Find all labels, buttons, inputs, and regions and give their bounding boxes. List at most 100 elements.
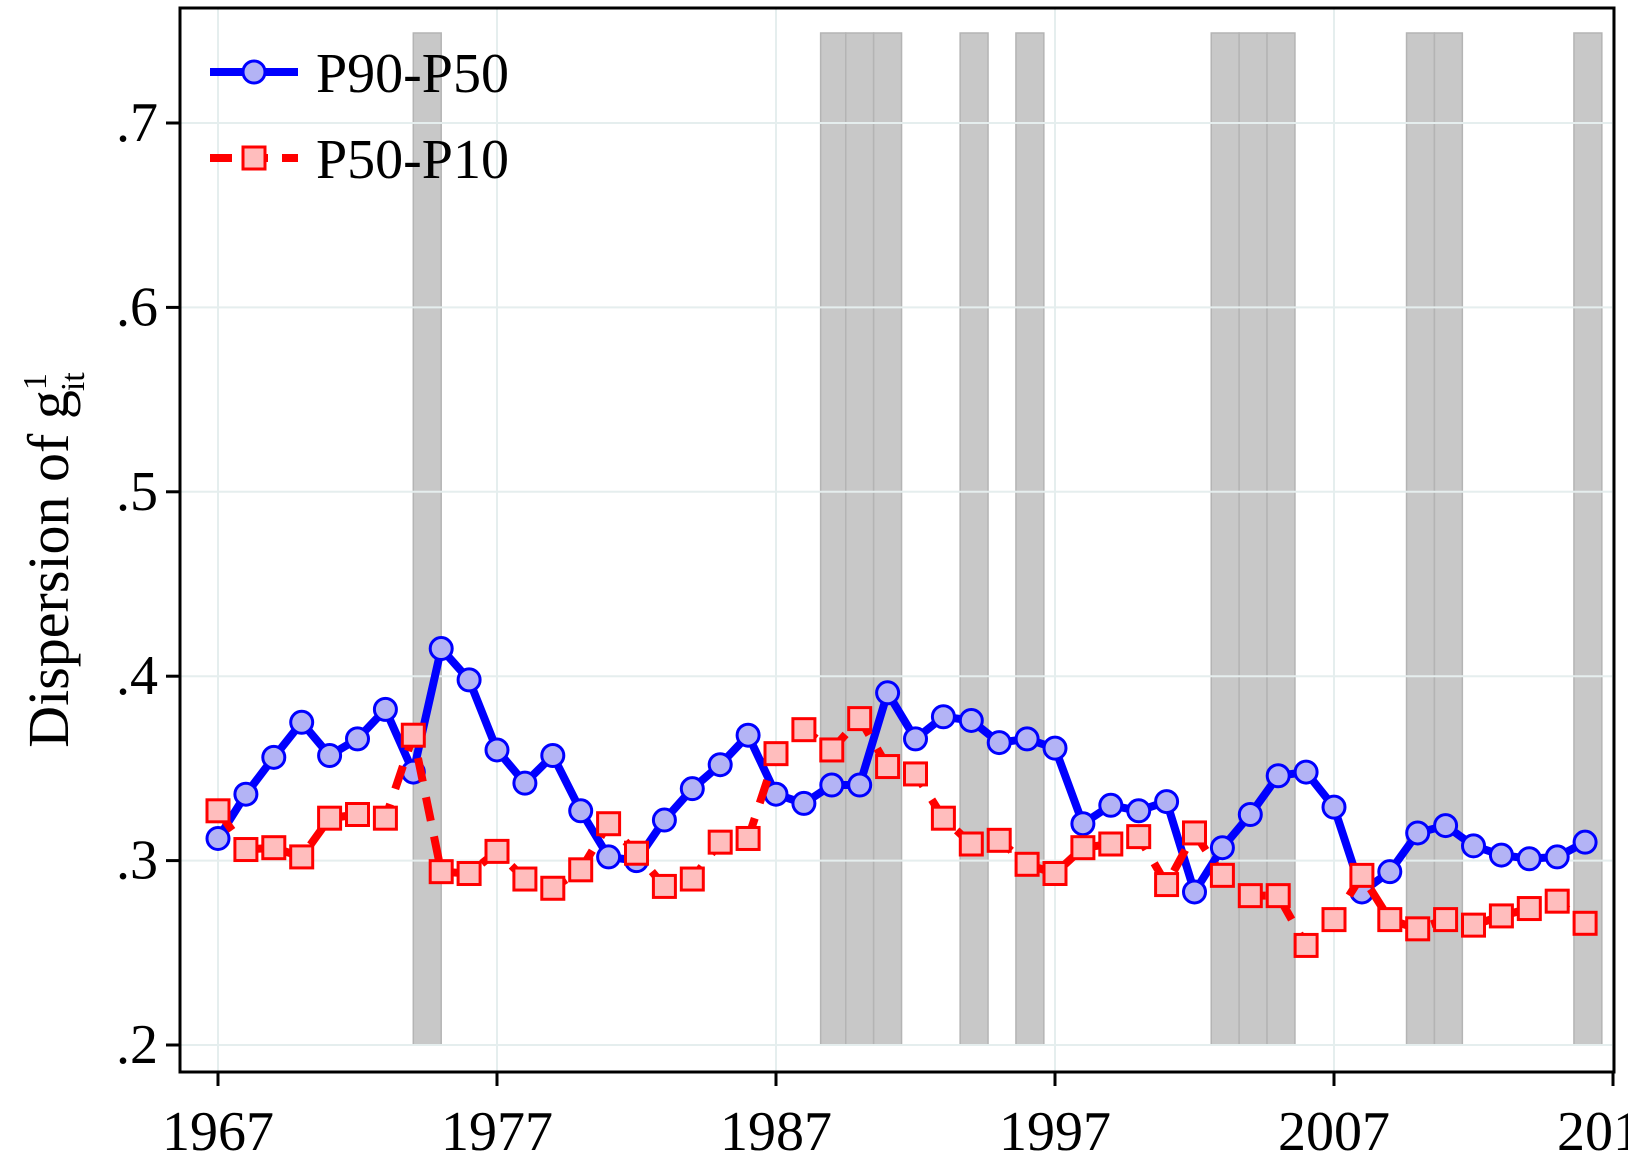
legend-swatch-marker-p90-p50 <box>241 59 267 85</box>
series-0-point-48 <box>1544 844 1570 870</box>
series-1-point-19 <box>735 825 761 851</box>
series-1-point-48 <box>1544 888 1570 914</box>
recession-band-6 <box>1210 32 1240 1046</box>
recession-band-2 <box>845 32 875 1046</box>
series-1-point-42 <box>1377 907 1403 933</box>
series-0-point-13 <box>568 798 594 824</box>
series-0-point-26 <box>930 704 956 730</box>
series-0-point-47 <box>1516 846 1542 872</box>
series-0-point-31 <box>1070 811 1096 837</box>
series-0-point-19 <box>735 722 761 748</box>
legend-item-p90-p50: P90-P50 <box>210 43 509 105</box>
series-0-point-28 <box>986 730 1012 756</box>
series-0-point-35 <box>1182 879 1207 905</box>
recession-band-7 <box>1238 32 1268 1046</box>
series-0-point-27 <box>958 707 984 733</box>
series-1-point-36 <box>1209 862 1235 888</box>
series-0-point-39 <box>1293 759 1319 785</box>
series-1-point-44 <box>1433 907 1459 933</box>
legend-label-p90-p50: P90-P50 <box>316 43 509 105</box>
series-0-point-12 <box>540 742 566 768</box>
y-tick-label-3: .5 <box>116 461 158 523</box>
series-1-point-38 <box>1265 883 1291 909</box>
series-1-point-4 <box>317 805 343 831</box>
series-1-point-13 <box>568 857 594 883</box>
series-0-point-5 <box>345 726 370 752</box>
series-0-point-49 <box>1572 829 1598 855</box>
series-layer <box>205 636 1598 958</box>
series-1-point-1 <box>233 837 259 863</box>
series-1-point-31 <box>1070 835 1096 861</box>
series-1-point-26 <box>930 805 956 831</box>
x-tick-label-4: 2007 <box>1278 1101 1390 1163</box>
recession-band-9 <box>1405 32 1436 1046</box>
x-tick-label-2: 1987 <box>720 1101 832 1163</box>
series-0-point-4 <box>317 742 343 768</box>
series-0-point-0 <box>205 825 231 851</box>
recession-band-3 <box>872 32 903 1046</box>
legend-label-p50-p10: P50-P10 <box>316 129 509 191</box>
series-1-point-5 <box>345 802 370 827</box>
recession-band-11 <box>1573 32 1603 1046</box>
series-1-point-7 <box>400 722 426 748</box>
y-tick-label-1: .3 <box>116 830 158 892</box>
y-axis-title-sub: it <box>55 372 92 391</box>
series-0-point-3 <box>289 709 315 735</box>
series-1-point-22 <box>819 737 845 763</box>
series-0-point-6 <box>372 696 398 722</box>
series-1-point-39 <box>1293 932 1319 958</box>
legend: P90-P50 P50-P10 <box>210 43 509 191</box>
series-1-point-9 <box>456 861 482 887</box>
series-0-point-21 <box>791 790 817 816</box>
y-axis-title: Dispersion of g1it <box>16 372 92 748</box>
series-0-point-18 <box>707 752 733 778</box>
legend-item-p50-p10: P50-P10 <box>210 129 509 191</box>
series-0-point-9 <box>456 667 482 693</box>
series-1-point-20 <box>763 741 789 767</box>
series-1-point-23 <box>847 706 873 732</box>
series-0-point-1 <box>233 781 259 807</box>
series-1-point-18 <box>707 829 733 855</box>
series-1-point-8 <box>428 859 454 885</box>
series-1-point-45 <box>1461 912 1486 938</box>
recession-band-4 <box>959 32 989 1046</box>
x-tick-label-5: 2017 <box>1557 1101 1628 1163</box>
series-1-point-25 <box>903 761 928 787</box>
series-1-point-41 <box>1349 862 1375 888</box>
series-1-point-6 <box>372 805 398 831</box>
x-tick-label-1: 1977 <box>441 1101 553 1163</box>
series-0-point-23 <box>847 772 873 798</box>
series-0-point-10 <box>484 737 510 763</box>
recession-band-10 <box>1433 32 1464 1046</box>
series-1-point-40 <box>1321 907 1347 933</box>
axes <box>166 6 1616 1086</box>
series-1-point-17 <box>679 866 705 892</box>
series-1-point-32 <box>1098 831 1124 857</box>
y-tick-label-2: .4 <box>116 645 158 707</box>
series-1-point-15 <box>624 840 649 866</box>
series-1-point-12 <box>540 875 566 901</box>
plot-frame <box>178 6 1616 1074</box>
series-1-point-14 <box>596 811 622 837</box>
gridlines <box>180 8 1614 1072</box>
series-1-point-27 <box>958 831 984 857</box>
series-1-point-21 <box>791 717 817 743</box>
x-tick-label-0: 1967 <box>162 1101 274 1163</box>
tick-labels: .2 .3 .4 .5 .6 .7 1967 1977 1987 1997 2007 2017 <box>116 92 1628 1163</box>
series-1-point-29 <box>1014 851 1040 877</box>
legend-swatch-marker-p50-p10 <box>241 145 267 171</box>
series-0-point-32 <box>1098 792 1124 818</box>
series-1-point-35 <box>1182 820 1207 846</box>
series-0-point-29 <box>1014 726 1040 752</box>
series-0-point-44 <box>1433 813 1459 839</box>
series-0-point-11 <box>512 770 538 796</box>
series-0-point-25 <box>903 726 928 752</box>
y-tick-label-4: .6 <box>116 276 158 338</box>
series-1-point-30 <box>1042 861 1068 887</box>
series-1-point-3 <box>289 844 315 870</box>
series-0-point-46 <box>1488 842 1514 868</box>
series-0-point-14 <box>596 844 622 870</box>
series-1-point-49 <box>1572 910 1598 936</box>
y-axis-title-sup: 1 <box>17 373 54 390</box>
